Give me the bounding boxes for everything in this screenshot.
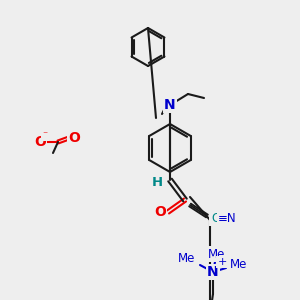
Text: O: O <box>154 205 166 219</box>
Text: O: O <box>210 211 222 225</box>
Text: Me: Me <box>208 248 226 260</box>
Text: Me: Me <box>178 251 196 265</box>
Text: H: H <box>152 176 163 190</box>
Text: N: N <box>164 98 176 112</box>
Text: +: + <box>217 257 227 267</box>
Text: ⁻: ⁻ <box>42 130 48 140</box>
Text: O: O <box>34 135 46 149</box>
Text: O: O <box>68 131 80 145</box>
Text: ≡N: ≡N <box>218 212 237 224</box>
Text: N: N <box>207 265 219 279</box>
Text: Me: Me <box>230 257 248 271</box>
Text: C: C <box>211 212 219 224</box>
